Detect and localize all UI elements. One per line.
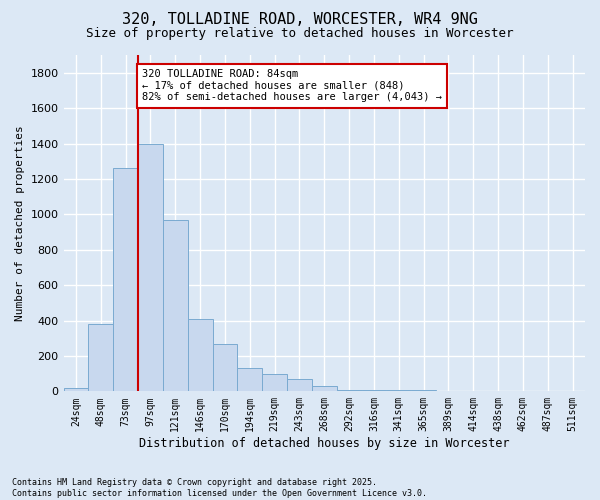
Bar bbox=[312, 386, 337, 392]
Text: 320, TOLLADINE ROAD, WORCESTER, WR4 9NG: 320, TOLLADINE ROAD, WORCESTER, WR4 9NG bbox=[122, 12, 478, 28]
Bar bbox=[212, 344, 238, 392]
Text: 320 TOLLADINE ROAD: 84sqm
← 17% of detached houses are smaller (848)
82% of semi: 320 TOLLADINE ROAD: 84sqm ← 17% of detac… bbox=[142, 69, 442, 102]
X-axis label: Distribution of detached houses by size in Worcester: Distribution of detached houses by size … bbox=[139, 437, 509, 450]
Bar bbox=[138, 144, 163, 392]
Text: Size of property relative to detached houses in Worcester: Size of property relative to detached ho… bbox=[86, 28, 514, 40]
Bar bbox=[287, 379, 312, 392]
Text: Contains HM Land Registry data © Crown copyright and database right 2025.
Contai: Contains HM Land Registry data © Crown c… bbox=[12, 478, 427, 498]
Bar bbox=[386, 390, 411, 392]
Bar bbox=[88, 324, 113, 392]
Bar bbox=[362, 390, 386, 392]
Bar bbox=[188, 319, 212, 392]
Bar bbox=[411, 390, 436, 392]
Bar bbox=[337, 390, 362, 392]
Bar bbox=[64, 388, 88, 392]
Bar bbox=[163, 220, 188, 392]
Bar bbox=[262, 374, 287, 392]
Bar bbox=[113, 168, 138, 392]
Bar bbox=[238, 368, 262, 392]
Y-axis label: Number of detached properties: Number of detached properties bbox=[15, 126, 25, 321]
